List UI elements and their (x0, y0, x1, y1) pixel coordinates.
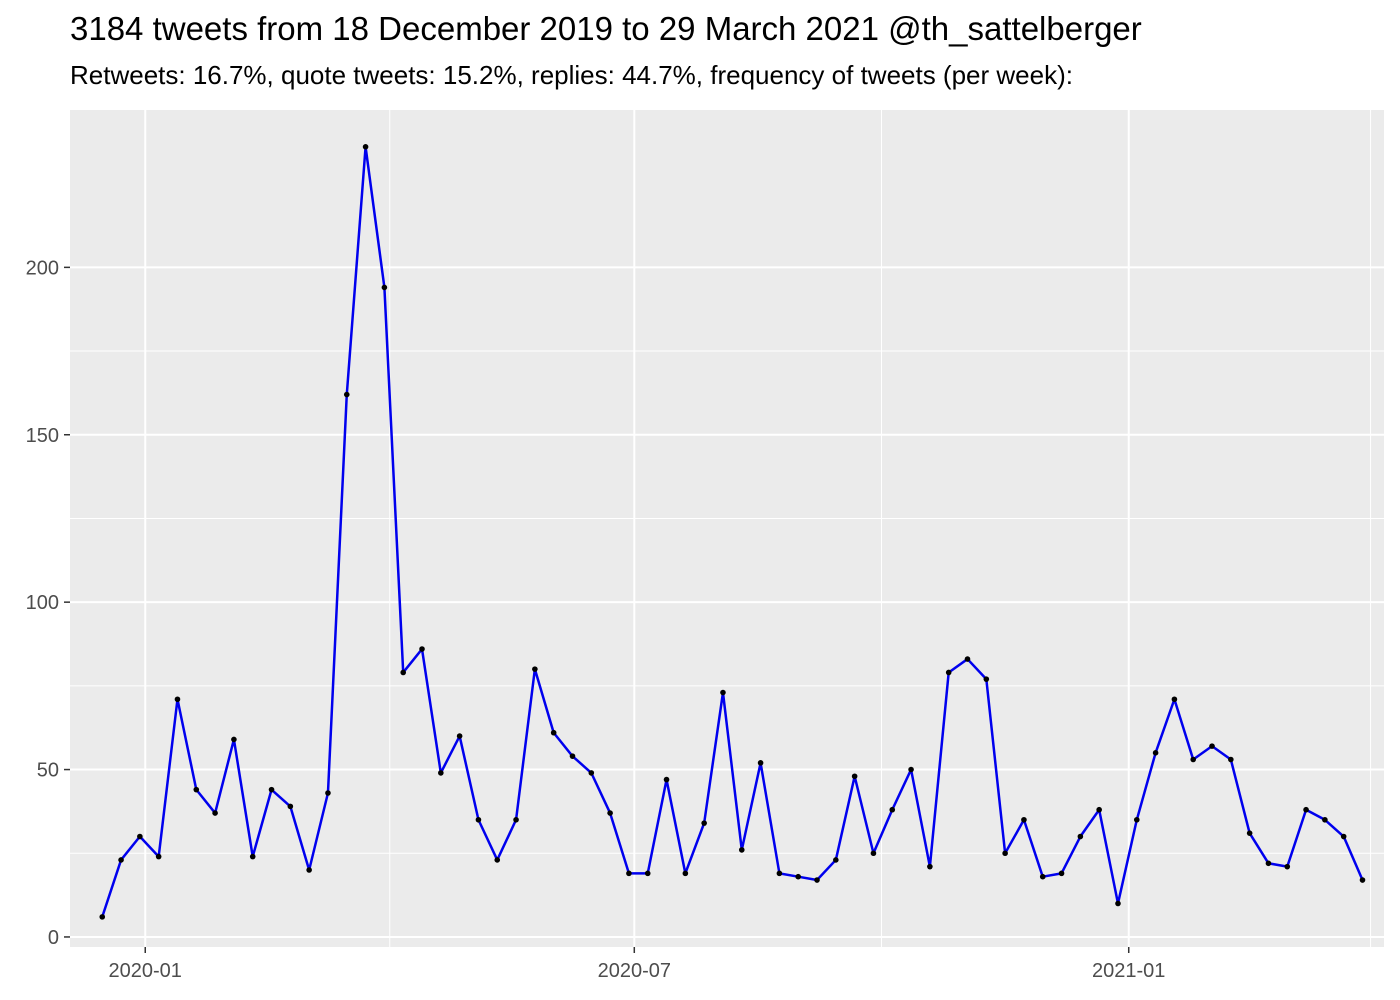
series-line (101, 145, 1364, 918)
data-point (720, 689, 726, 696)
y-tick-label: 100 (26, 592, 59, 614)
data-point (400, 669, 407, 676)
data-point (833, 857, 839, 863)
data-point (306, 867, 312, 873)
data-point (99, 914, 106, 920)
data-point (1133, 816, 1140, 823)
data-point (494, 857, 501, 863)
x-tick-label: 2020-01 (109, 960, 182, 982)
data-point (738, 847, 745, 853)
data-point (155, 853, 162, 860)
data-point (249, 853, 256, 860)
data-point (701, 820, 707, 826)
data-point (795, 873, 802, 880)
data-point (814, 877, 820, 883)
data-point (118, 857, 124, 863)
data-point (682, 870, 689, 877)
data-point (1359, 877, 1366, 883)
data-point (1096, 806, 1102, 813)
data-point (983, 676, 990, 682)
data-point (343, 391, 350, 398)
data-point (663, 776, 670, 783)
data-point (174, 696, 181, 703)
data-point (889, 806, 896, 813)
data-point (1303, 806, 1309, 813)
data-point (287, 803, 294, 810)
data-point (1209, 743, 1215, 749)
data-point (757, 760, 764, 766)
data-point (908, 766, 914, 773)
y-axis: 0 50 100 150 200 (26, 257, 70, 949)
data-point (1171, 696, 1178, 703)
grid-minor (70, 110, 1384, 947)
data-point (1021, 816, 1027, 823)
data-point (550, 729, 557, 736)
data-point (325, 790, 331, 796)
data-point (870, 850, 877, 857)
data-point (607, 810, 613, 816)
data-point (1228, 756, 1234, 763)
data-point (475, 816, 482, 823)
data-point (644, 870, 651, 877)
y-tick-label: 200 (26, 257, 59, 279)
data-point (1039, 873, 1046, 880)
data-point (927, 863, 933, 870)
data-point (1284, 863, 1291, 870)
data-point (1190, 756, 1197, 763)
x-axis: 2020-01 2020-07 2021-01 (109, 947, 1165, 982)
data-point (532, 666, 538, 672)
data-point (1246, 830, 1253, 836)
data-point (1058, 870, 1065, 877)
data-point (626, 870, 632, 877)
data-point (438, 770, 444, 776)
y-tick-label: 150 (26, 425, 59, 447)
data-point (268, 786, 275, 793)
data-point (1002, 850, 1008, 857)
data-point (1077, 833, 1084, 840)
data-point (1322, 816, 1328, 823)
data-point (1115, 900, 1121, 907)
data-point (964, 656, 971, 662)
data-point (193, 786, 200, 793)
y-tick-label: 0 (48, 927, 59, 949)
data-point (381, 284, 388, 291)
data-point (1152, 750, 1159, 756)
data-points (99, 144, 1366, 920)
data-point (569, 753, 576, 759)
data-point (1265, 860, 1272, 867)
data-point (212, 810, 218, 816)
data-point (362, 144, 369, 150)
data-point (231, 736, 237, 743)
data-point (137, 833, 143, 840)
chart-title: 3184 tweets from 18 December 2019 to 29 … (70, 10, 1142, 47)
data-point (456, 733, 463, 739)
y-tick-label: 50 (37, 760, 59, 782)
data-point (513, 816, 519, 823)
data-point (419, 646, 425, 652)
x-tick-label: 2021-01 (1092, 960, 1165, 982)
grid-major (70, 110, 1384, 947)
data-point (776, 870, 783, 877)
x-tick-label: 2020-07 (598, 960, 671, 982)
chart-subtitle: Retweets: 16.7%, quote tweets: 15.2%, re… (70, 60, 1073, 90)
data-point (588, 770, 595, 776)
plot-panel (70, 110, 1384, 947)
data-point (1340, 833, 1347, 840)
data-point (945, 669, 952, 676)
data-point (851, 773, 858, 780)
